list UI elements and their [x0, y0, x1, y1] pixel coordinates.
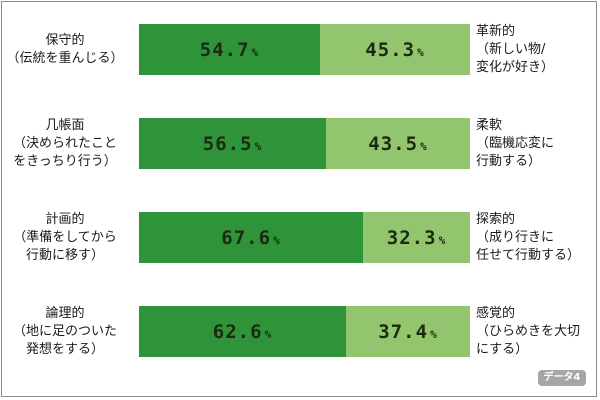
bar-row: 計画的 （準備をしてから 行動に移す） 67.6% 32.3% 探索的 （成り行きに 任せて行… — [0, 206, 600, 270]
stacked-bar: 56.5% 43.5% — [139, 118, 470, 169]
data-label-left: 56.5 — [202, 132, 253, 155]
left-trait-label-line: （準備をしてから — [13, 230, 117, 245]
data-badge: データ4 — [538, 370, 586, 386]
percent-unit: % — [273, 233, 281, 247]
bar-row: 几帳面 （決められたこと をきっちり行う） 56.5% 43.5% 柔軟 （臨機応変に 行動す… — [0, 112, 600, 176]
data-label-right: 32.3 — [386, 226, 437, 249]
right-trait-label: 探索的 （成り行きに任せて行動する） — [476, 206, 598, 270]
bar-segment-right: 32.3% — [363, 212, 470, 263]
left-trait-label: 几帳面 （決められたこと をきっちり行う） — [0, 112, 130, 176]
left-trait-label: 論理的 （地に足のついた 発想をする） — [0, 300, 130, 364]
right-trait-label-line: 任せて行動する） — [476, 248, 581, 263]
right-trait-label-line: 革新的 — [476, 24, 516, 39]
right-trait-label-line: 行動する） — [476, 154, 542, 169]
left-trait-label-line: 発想をする） — [25, 342, 104, 357]
right-trait-label: 革新的 （新しい物/変化が好き） — [476, 18, 598, 82]
right-trait-label: 柔軟 （臨機応変に 行動する） — [476, 112, 598, 176]
left-trait-label-line: 保守的 — [45, 33, 85, 48]
percent-unit: % — [420, 139, 428, 153]
percent-unit: % — [251, 45, 260, 59]
percent-unit: % — [417, 45, 425, 59]
right-trait-label: 感覚的 （ひらめきを大切 にする） — [476, 300, 598, 364]
right-trait-label-line: （成り行きに — [476, 230, 555, 245]
data-label-right: 43.5 — [368, 132, 419, 155]
right-trait-label-line: にする） — [476, 342, 529, 357]
right-trait-label-line: 変化が好き） — [476, 60, 555, 75]
data-label-right: 45.3 — [365, 38, 416, 61]
stacked-bar: 67.6% 32.3% — [139, 212, 470, 263]
right-trait-label-line: 探索的 — [476, 212, 516, 227]
bar-segment-right: 37.4% — [346, 306, 470, 357]
data-label-left: 54.7 — [199, 38, 250, 61]
data-label-left: 62.6 — [212, 320, 263, 343]
bar-row: 保守的 （伝統を重んじる） 54.7% 45.3% 革新的 （新しい物/変化が好き） — [0, 18, 600, 82]
left-trait-label-line: （決められたこと — [12, 136, 117, 151]
left-trait-label: 保守的 （伝統を重んじる） — [0, 18, 130, 82]
stacked-bar: 62.6% 37.4% — [139, 306, 470, 357]
data-label-left: 67.6 — [221, 226, 272, 249]
right-trait-label-line: （臨機応変に — [476, 136, 555, 151]
percent-unit: % — [430, 327, 438, 341]
left-trait-label: 計画的 （準備をしてから 行動に移す） — [0, 206, 130, 270]
left-trait-label-line: 論理的 — [45, 306, 85, 321]
bar-row: 論理的 （地に足のついた 発想をする） 62.6% 37.4% 感覚的 （ひらめきを大切 にす… — [0, 300, 600, 364]
left-trait-label-line: 行動に移す） — [25, 248, 104, 263]
bar-segment-left: 54.7% — [139, 24, 320, 75]
percent-unit: % — [254, 139, 263, 153]
right-trait-label-line: 柔軟 — [476, 118, 503, 133]
right-trait-label-line: 感覚的 — [476, 306, 516, 321]
bar-segment-right: 45.3% — [320, 24, 470, 75]
bar-segment-left: 62.6% — [139, 306, 346, 357]
left-trait-label-line: （伝統を重んじる） — [6, 51, 124, 66]
bar-segment-left: 56.5% — [139, 118, 326, 169]
bar-segment-right: 43.5% — [326, 118, 470, 169]
data-label-right: 37.4 — [378, 320, 429, 343]
right-trait-label-line: （ひらめきを大切 — [476, 324, 581, 339]
percent-unit: % — [438, 233, 447, 247]
left-trait-label-line: （地に足のついた — [12, 324, 117, 339]
left-trait-label-line: をきっちり行う） — [13, 154, 117, 169]
left-trait-label-line: 計画的 — [45, 212, 85, 227]
bar-segment-left: 67.6% — [139, 212, 363, 263]
stacked-bar: 54.7% 45.3% — [139, 24, 470, 75]
left-trait-label-line: 几帳面 — [45, 118, 85, 133]
right-trait-label-line: （新しい物/ — [476, 42, 546, 57]
percent-unit: % — [264, 327, 273, 341]
